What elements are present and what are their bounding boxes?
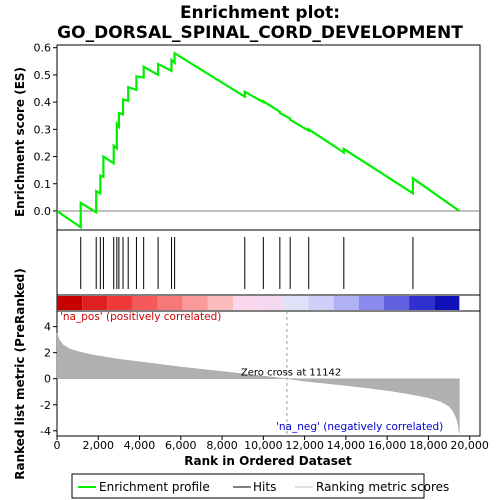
es-ytick-label: 0.3 [34, 123, 52, 136]
neg-corr-label: 'na_neg' (negatively correlated) [276, 421, 443, 433]
heatmap-segment [333, 296, 359, 310]
heatmap-segment [157, 296, 183, 310]
heatmap-segment [107, 296, 133, 310]
metric-ytick-label: 0 [44, 373, 51, 386]
heatmap-segment [283, 296, 309, 310]
xtick-label: 16,000 [368, 439, 407, 452]
xtick-label: 8,000 [206, 439, 238, 452]
heatmap-segment [82, 296, 108, 310]
metric-ytick-label: -2 [40, 399, 51, 412]
es-ytick-label: 0.2 [34, 151, 52, 164]
zero-cross-label: Zero cross at 11142 [241, 368, 341, 379]
metric-ytick-label: -4 [40, 425, 51, 438]
es-ytick-label: 0.5 [34, 69, 52, 82]
pos-corr-label: 'na_pos' (positively correlated) [60, 311, 221, 323]
legend-metric-label: Ranking metric scores [316, 480, 449, 494]
heatmap-segment [258, 296, 284, 310]
heatmap-segment [434, 296, 460, 310]
legend-hits-label: Hits [253, 480, 276, 494]
chart-title-line2: GO_DORSAL_SPINAL_CORD_DEVELOPMENT [57, 23, 463, 43]
legend-box [71, 473, 425, 499]
heatmap-segment [358, 296, 384, 310]
xtick-label: 4,000 [124, 439, 156, 452]
es-ytick-label: 0.4 [34, 96, 52, 109]
heatmap-segment [132, 296, 158, 310]
es-panel [56, 44, 481, 231]
heatmap-segment [383, 296, 410, 310]
x-axis-label: Rank in Ordered Dataset [184, 454, 352, 468]
legend-es-label: Enrichment profile [99, 480, 210, 494]
es-profile-line [56, 51, 461, 230]
es-ytick-label: 0.1 [34, 178, 52, 191]
xtick-label: 0 [54, 439, 61, 452]
xtick-label: 18,000 [409, 439, 448, 452]
hits-panel [56, 229, 481, 296]
metric-area [56, 333, 460, 434]
xtick-label: 10,000 [244, 439, 283, 452]
heatmap-segment [308, 296, 334, 310]
heatmap-segment [233, 296, 259, 310]
metric-ytick-label: 4 [44, 321, 51, 334]
xtick-label: 6,000 [165, 439, 197, 452]
heatmap-segment [409, 296, 435, 310]
chart-title-line1: Enrichment plot: [180, 3, 340, 23]
es-ytick-label: 0.0 [34, 205, 52, 218]
es-axis-label: Enrichment score (ES) [13, 67, 27, 217]
xtick-label: 12,000 [285, 439, 324, 452]
metric-axis-label: Ranked list metric (PreRanked) [13, 268, 27, 480]
heatmap-segment [57, 296, 83, 310]
metric-ytick-label: 2 [44, 347, 51, 360]
es-ytick-label: 0.6 [34, 42, 52, 55]
xtick-label: 14,000 [327, 439, 366, 452]
xtick-label: 2,000 [83, 439, 115, 452]
heatmap-segment [207, 296, 234, 310]
xtick-label: 20,000 [450, 439, 489, 452]
heatmap-segment [182, 296, 208, 310]
